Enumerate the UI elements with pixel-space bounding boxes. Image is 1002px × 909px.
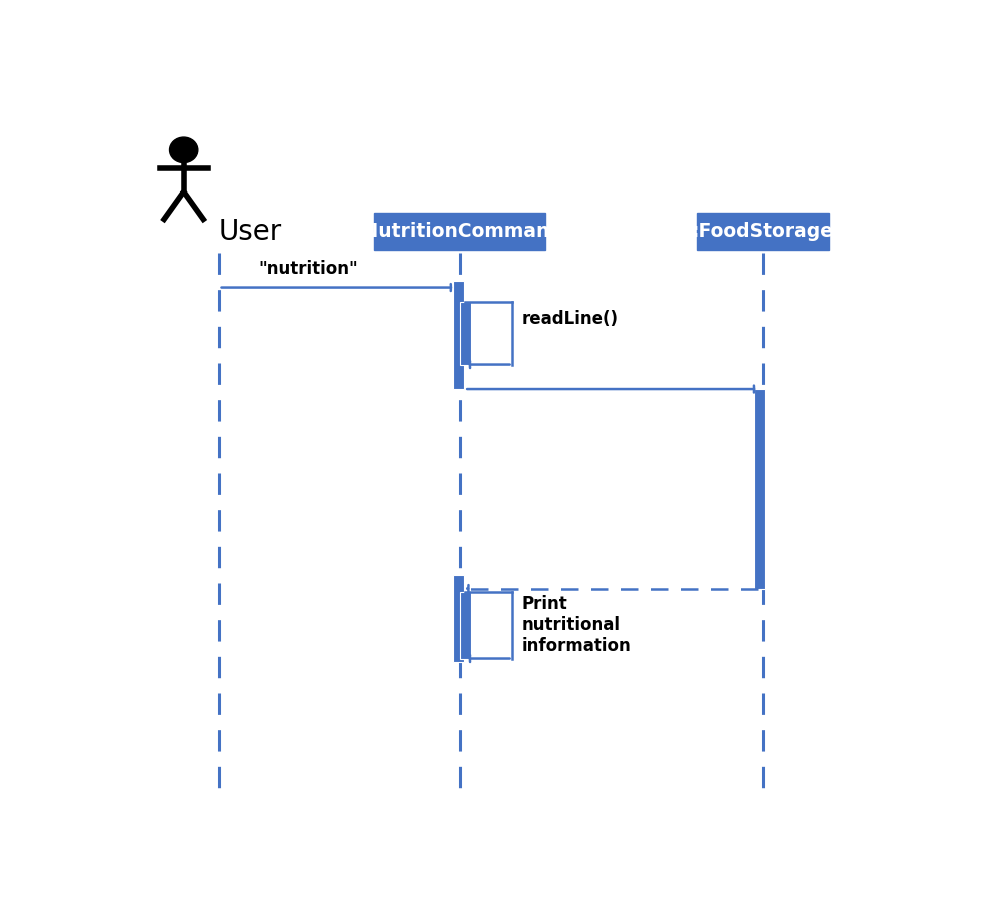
Bar xyxy=(754,389,765,588)
Circle shape xyxy=(169,137,197,163)
Text: :NutritionCommand: :NutritionCommand xyxy=(356,222,563,241)
Text: "nutrition": "nutrition" xyxy=(258,261,358,278)
Text: Print
nutritional
information: Print nutritional information xyxy=(521,595,631,655)
Text: :FoodStorage: :FoodStorage xyxy=(691,222,833,241)
Bar xyxy=(452,574,463,662)
Bar xyxy=(460,302,471,365)
FancyBboxPatch shape xyxy=(374,214,545,250)
FancyBboxPatch shape xyxy=(696,214,828,250)
Bar xyxy=(452,281,463,389)
Bar xyxy=(460,592,471,658)
Text: User: User xyxy=(218,217,282,245)
Text: readLine(): readLine() xyxy=(521,310,618,328)
